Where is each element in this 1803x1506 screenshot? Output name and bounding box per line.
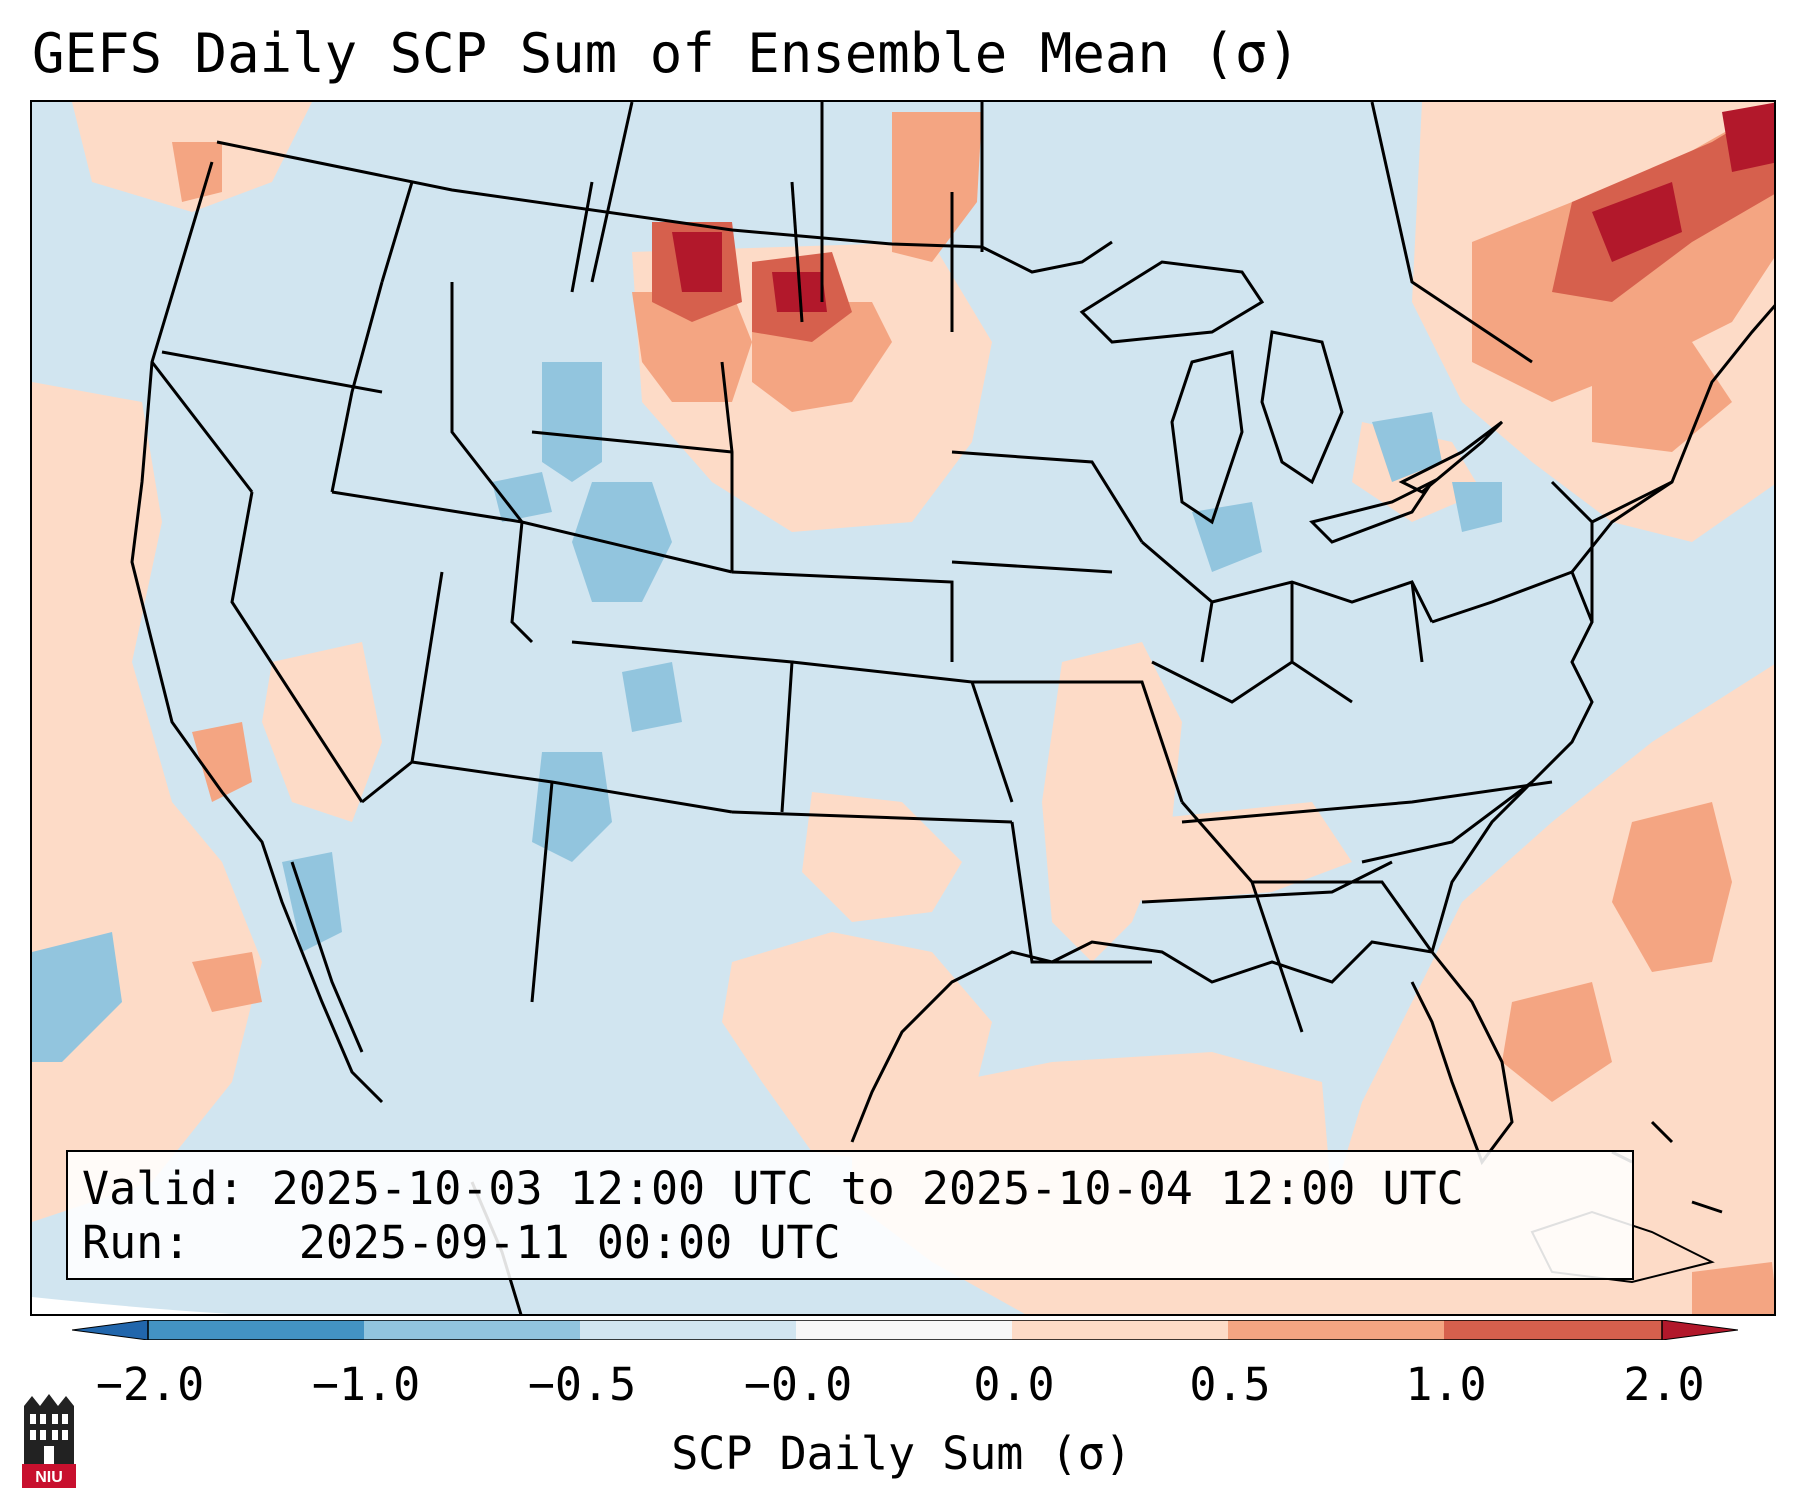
colorbar-bin [1228,1320,1444,1340]
scp-extreme-region [672,102,1774,312]
chart-title: GEFS Daily SCP Sum of Ensemble Mean (σ) [32,22,1300,85]
colorbar-bin [148,1320,364,1340]
colorbar-label: SCP Daily Sum (σ) [671,1427,1132,1480]
colorbar-tick-label: 0.0 [973,1358,1055,1411]
valid-time-box: Valid: 2025-10-03 12:00 UTC to 2025-10-0… [66,1150,1634,1280]
colorbar-bin [580,1320,796,1340]
map-canvas [32,102,1774,1314]
colorbar-tick-label: 2.0 [1623,1358,1705,1411]
colorbar-bin [796,1320,1012,1340]
valid-range: 2025-10-03 12:00 UTC to 2025-10-04 12:00… [271,1162,1464,1215]
colorbar-under-arrow [72,1320,149,1340]
niu-logo: NIU [22,1394,76,1488]
colorbar-bin [1012,1320,1228,1340]
colorbar-tick-label: −0.0 [743,1358,853,1411]
colorbar-tick-label: −2.0 [95,1358,205,1411]
valid-label: Valid: [82,1162,245,1215]
colorbar-over-arrow [1661,1320,1738,1340]
run-time: 2025-09-11 00:00 UTC [298,1216,841,1269]
map-panel [30,100,1776,1316]
colorbar-tick-label: −1.0 [311,1358,421,1411]
colorbar-tick-label: 0.5 [1189,1358,1271,1411]
colorbar-bin [1444,1320,1662,1340]
colorbar-tick-label: −0.5 [527,1358,637,1411]
colorbar-bin [364,1320,580,1340]
scp-negative-region [32,362,1502,1062]
logo-text: NIU [35,1469,63,1486]
colorbar [72,1320,1738,1340]
colorbar-tick-label: 1.0 [1405,1358,1487,1411]
domain-edge [32,1297,233,1314]
run-label: Run: [82,1216,191,1269]
